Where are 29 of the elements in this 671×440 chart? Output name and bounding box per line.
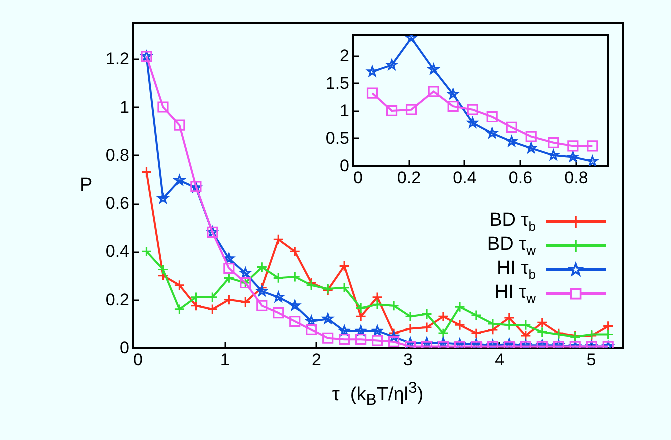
y-tick-label: 0.2 [106, 290, 130, 310]
x-tick-label: 1 [220, 350, 230, 370]
x-tick-label: 0.8 [564, 168, 588, 188]
y-tick-label: 0 [120, 338, 130, 358]
y-tick-label: 1 [340, 101, 350, 120]
y-axis-title: P [80, 175, 93, 197]
y-tick-label: 1 [120, 98, 130, 117]
x-tick-label: 0 [354, 168, 363, 188]
y-tick-label: 1.5 [326, 74, 350, 93]
x-tick-label: 5 [586, 350, 596, 370]
x-tick-label: 0.2 [397, 168, 422, 188]
x-tick-label: 0 [134, 350, 143, 370]
legend-label: BD τ$_{w}$ [487, 234, 536, 258]
y-tick-label: 0.8 [106, 146, 130, 165]
x-axis-title: τ (k$_{B}$T/ηl$^{3}$) [331, 380, 425, 410]
y-tick-label: 0.6 [106, 194, 130, 214]
x-tick-label: 4 [495, 350, 505, 370]
y-tick-label: 0.5 [326, 128, 350, 148]
legend-label: HI τ$_{w}$ [494, 282, 536, 306]
x-tick-label: 0.6 [508, 168, 533, 188]
y-tick-label: 0 [340, 156, 350, 176]
legend-label: BD τ$_{b}$ [490, 210, 536, 234]
x-tick-label: 2 [312, 350, 322, 370]
y-tick-label: 0.4 [106, 242, 130, 262]
y-tick-label: 1.2 [106, 50, 130, 69]
x-tick-label: 0.4 [453, 168, 477, 188]
legend-label: HI τ$_{b}$ [496, 258, 536, 282]
y-tick-label: 2 [340, 46, 350, 66]
x-tick-label: 3 [404, 350, 413, 370]
